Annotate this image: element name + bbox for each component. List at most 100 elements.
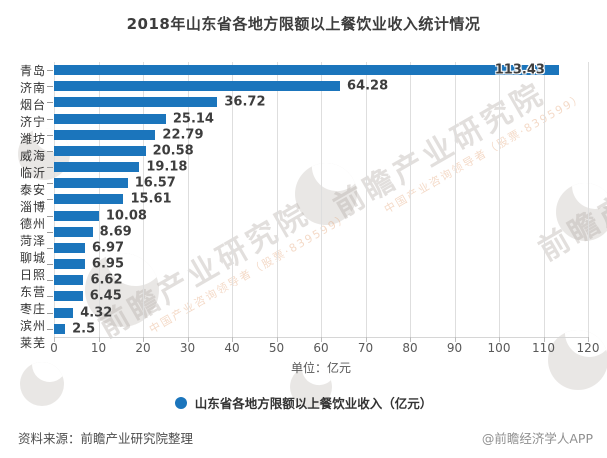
bar-临沂 (54, 162, 140, 173)
x-tick-mark (98, 337, 100, 342)
bar-row: 22.79 (47, 127, 588, 143)
bar-value-label: 16.57 (134, 175, 176, 191)
x-axis-labels: 0 10 20 30 40 50 60 70 80 90 100 110 120 (50, 341, 599, 357)
legend-label: 山东省各地方限额以上餐饮业收入（亿元） (194, 396, 433, 411)
bar-row: 16.57 (47, 175, 588, 191)
x-tick-label: 80 (402, 341, 418, 355)
x-tick-mark (232, 337, 233, 342)
y-tick-mark (47, 167, 53, 169)
y-tick-mark (47, 70, 53, 72)
bar-value-label: 6.95 (91, 256, 124, 272)
gridline (365, 62, 367, 337)
x-axis-unit-label: 单位：亿元 (290, 361, 351, 375)
bar-value-label: 6.97 (92, 240, 125, 256)
x-tick-mark (454, 337, 456, 342)
bar-row: 6.45 (47, 288, 588, 304)
credit-note: @前瞻经济学人APP (481, 431, 593, 446)
x-tick-label: 30 (179, 341, 196, 355)
y-tick-mark (47, 312, 53, 314)
x-tick-label: 60 (313, 341, 329, 355)
bar-德州 (54, 210, 99, 221)
gridline (454, 62, 456, 337)
bar-value-label: 64.28 (347, 78, 389, 94)
gridline (276, 62, 278, 337)
y-tick-mark (47, 215, 53, 217)
bar-value-label: 8.69 (99, 224, 132, 240)
y-tick-mark (47, 231, 53, 233)
x-tick-mark (499, 337, 500, 342)
bar-莱芜 (54, 323, 66, 334)
gridline (543, 62, 545, 337)
bar-row: 113.43 (47, 62, 588, 78)
x-tick-mark (365, 337, 367, 342)
bar-value-label: 36.72 (224, 94, 266, 110)
bar-value-label: 6.45 (89, 288, 122, 304)
bar-潍坊 (54, 129, 156, 140)
x-tick-label: 40 (224, 341, 240, 355)
chart-title: 2018年山东省各地方限额以上餐饮业收入统计情况 (126, 15, 481, 33)
bar-row: 36.72 (47, 94, 588, 110)
x-tick-label: 90 (446, 341, 463, 355)
y-tick-mark (47, 296, 53, 298)
bar-滨州 (54, 307, 74, 318)
x-tick-mark (321, 337, 322, 342)
x-tick-mark (543, 337, 545, 342)
bar-value-label: 25.14 (172, 111, 214, 127)
y-tick-mark (47, 134, 53, 136)
y-tick-mark (47, 280, 53, 282)
y-tick-mark (47, 183, 53, 185)
bar-value-label: 20.58 (152, 143, 194, 159)
y-axis-label-烟台: 烟台 (19, 98, 46, 112)
y-axis-label-泰安: 泰安 (19, 183, 46, 197)
bar-row: 10.08 (47, 208, 588, 224)
y-axis-label-菏泽: 菏泽 (19, 234, 46, 248)
x-tick-label: 0 (50, 341, 58, 355)
bar-row: 8.69 (47, 224, 588, 240)
bar-日照 (54, 259, 85, 270)
y-tick-mark (47, 328, 53, 330)
y-tick-mark (47, 264, 53, 266)
x-tick-label: 50 (268, 341, 285, 355)
x-tick-label: 100 (487, 341, 511, 355)
bar-row: 25.14 (47, 111, 588, 127)
x-tick-label: 110 (532, 341, 555, 355)
y-axis-label-淄博: 淄博 (19, 200, 46, 214)
bar-row: 2.5 (47, 321, 588, 337)
gridline (143, 62, 144, 337)
gridline (499, 62, 500, 337)
bar-东营 (54, 275, 84, 286)
x-tick-label: 20 (135, 341, 151, 355)
y-axis-label-济南: 济南 (19, 81, 46, 95)
y-axis-label-枣庄: 枣庄 (19, 302, 46, 316)
y-tick-mark (47, 118, 53, 120)
bar-济宁 (54, 113, 166, 124)
y-axis-label-东营: 东营 (19, 285, 46, 299)
bar-row: 4.32 (47, 305, 588, 321)
bar-威海 (54, 145, 146, 156)
x-tick-mark (187, 337, 189, 342)
plot-area: 113.43 64.28 36.72 25.14 22.79 20.58 19.18 16.5… (47, 62, 589, 342)
bar-row: 20.58 (47, 143, 588, 159)
bar-value-label: 22.79 (162, 127, 204, 143)
bar-value-label: 10.08 (105, 208, 147, 224)
y-axis-label-滨州: 滨州 (19, 319, 46, 333)
gridline (410, 62, 411, 337)
gridline (232, 62, 233, 337)
x-tick-label: 120 (576, 341, 600, 355)
gridline (588, 62, 589, 337)
bar-value-label: 113.43 (494, 62, 545, 78)
bar-row: 6.97 (47, 240, 588, 256)
y-axis-label-临沂: 临沂 (19, 166, 46, 180)
bar-value-label: 2.5 (72, 321, 96, 337)
y-tick-mark (47, 150, 53, 152)
y-axis-label-日照: 日照 (19, 268, 46, 282)
bar-value-label: 6.62 (90, 272, 123, 288)
bar-row: 19.18 (47, 159, 588, 175)
y-axis-label-济宁: 济宁 (19, 115, 46, 129)
legend: 山东省各地方限额以上餐饮业收入（亿元） (0, 393, 607, 412)
bar-row: 6.95 (47, 256, 588, 272)
legend-marker-icon (174, 396, 187, 409)
y-tick-mark (47, 86, 53, 88)
y-axis-label-莱芜: 莱芜 (19, 336, 46, 350)
